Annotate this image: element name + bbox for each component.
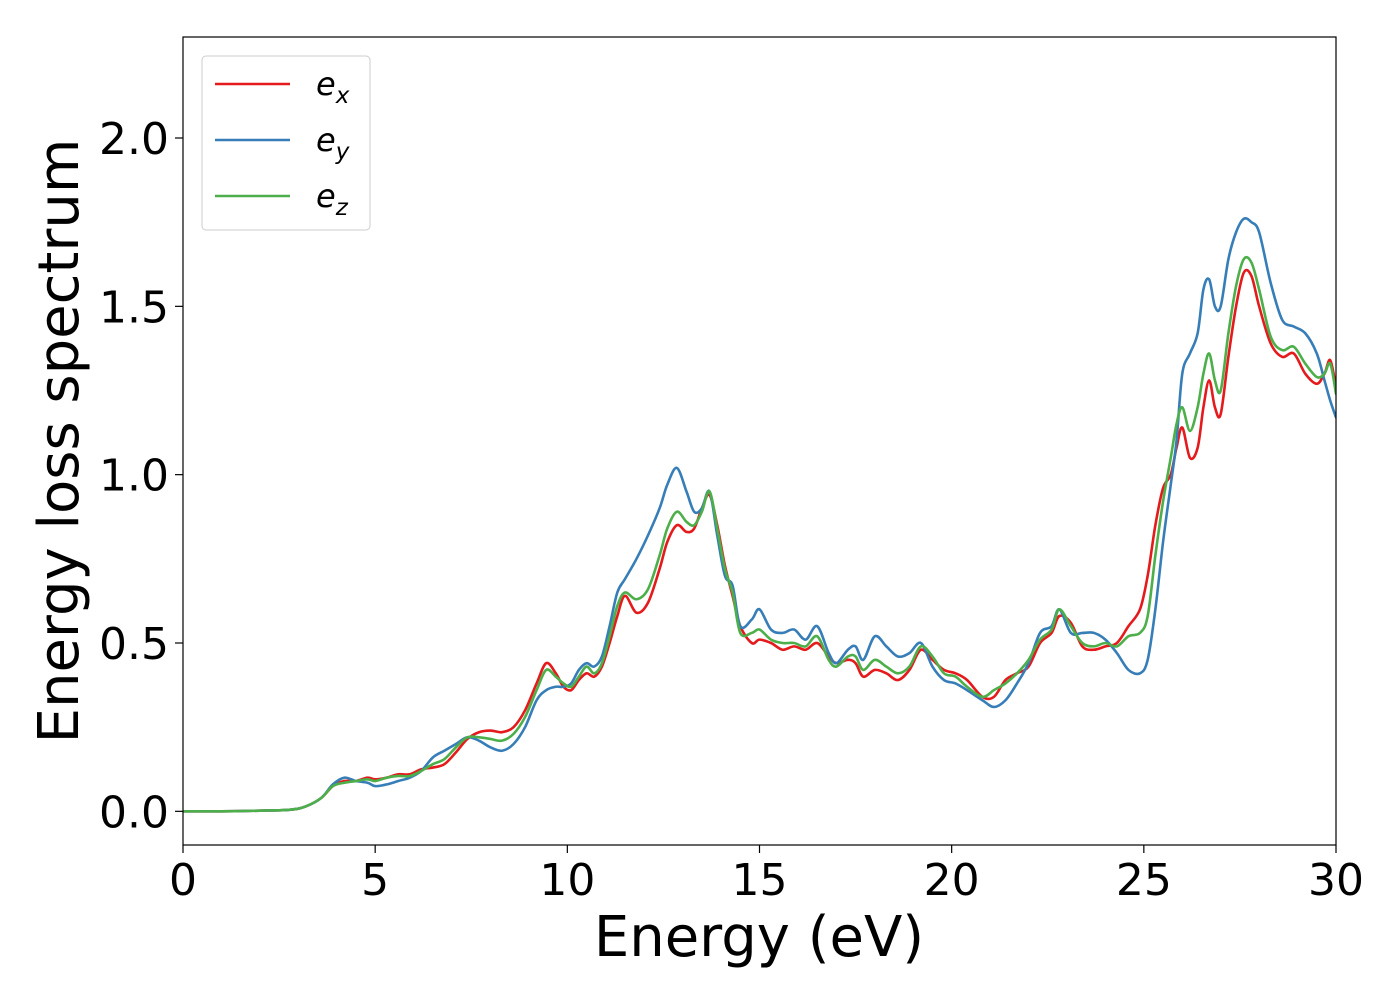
- y-tick-label: 2.0: [99, 114, 169, 165]
- series-layer: [183, 217, 1336, 813]
- x-axis: 0 5 10 15 20 25 30: [169, 845, 1364, 906]
- legend-label-ex: ex: [316, 65, 350, 109]
- x-tick-label: 25: [1116, 855, 1172, 906]
- x-tick-label: 20: [924, 855, 980, 906]
- x-tick-label: 10: [539, 855, 595, 906]
- y-axis-label: Energy loss spectrum: [27, 139, 92, 744]
- y-tick-label: 0.5: [99, 619, 169, 670]
- x-axis-label: Energy (eV): [594, 905, 924, 970]
- x-tick-label: 0: [169, 855, 197, 906]
- y-tick-label: 1.0: [99, 451, 169, 502]
- x-tick-label: 5: [361, 855, 389, 906]
- x-tick-label: 30: [1308, 855, 1364, 906]
- y-axis: 0.0 0.5 1.0 1.5 2.0: [99, 114, 183, 838]
- legend: ex ey ez: [201, 55, 371, 231]
- x-tick-label: 15: [732, 855, 788, 906]
- legend-label-ey: ey: [316, 121, 350, 165]
- y-tick-label: 0.0: [99, 787, 169, 838]
- legend-label-ez: ez: [316, 177, 349, 221]
- legend-box: [201, 55, 371, 231]
- y-tick-label: 1.5: [99, 282, 169, 333]
- series-line-ez: [183, 255, 1336, 813]
